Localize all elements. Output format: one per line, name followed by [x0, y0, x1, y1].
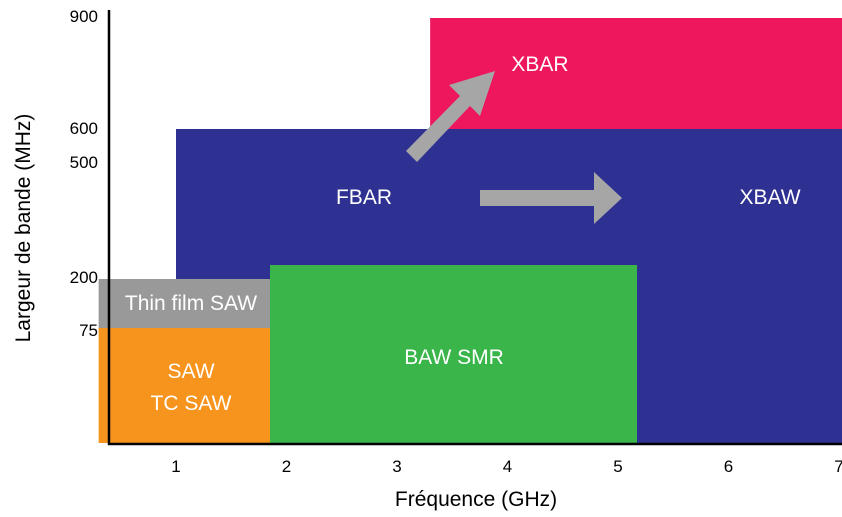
region-saw-tc-saw — [98, 328, 287, 443]
y-tick-label: 900 — [70, 7, 98, 26]
label-fbar: FBAR — [336, 186, 392, 209]
x-tick-label: 6 — [724, 457, 733, 476]
y-tick-label: 75 — [79, 321, 98, 340]
x-tick-label: 2 — [282, 457, 291, 476]
y-axis-title: Largeur de bande (MHz) — [12, 114, 35, 343]
y-tick-label: 600 — [70, 119, 98, 138]
x-tick-label: 4 — [503, 457, 512, 476]
arrow-fbar-to-xbar — [406, 71, 495, 162]
y-tick-label: 500 — [70, 153, 98, 172]
label-xbaw: XBAW — [739, 186, 800, 209]
region-baw-smr — [270, 265, 637, 443]
region-thin-film-saw — [98, 279, 287, 331]
label-thin-film-saw: Thin film SAW — [125, 292, 257, 315]
y-tick-label: 200 — [70, 268, 98, 287]
x-axis-title: Fréquence (GHz) — [395, 488, 557, 511]
label-xbar: XBAR — [511, 53, 568, 76]
x-tick-label: 7 — [834, 457, 842, 476]
region-xbar — [430, 18, 842, 129]
x-tick-label: 3 — [392, 457, 401, 476]
arrow-fbar-to-xbaw — [480, 172, 622, 224]
x-tick-label: 1 — [171, 457, 180, 476]
label-baw-smr: BAW SMR — [404, 346, 504, 369]
label-saw: SAW — [167, 360, 214, 383]
arrow-right-shape — [480, 172, 622, 224]
arrow-diagonal-shape — [406, 71, 495, 162]
x-tick-label: 5 — [613, 457, 622, 476]
label-tc-saw: TC SAW — [151, 392, 232, 415]
